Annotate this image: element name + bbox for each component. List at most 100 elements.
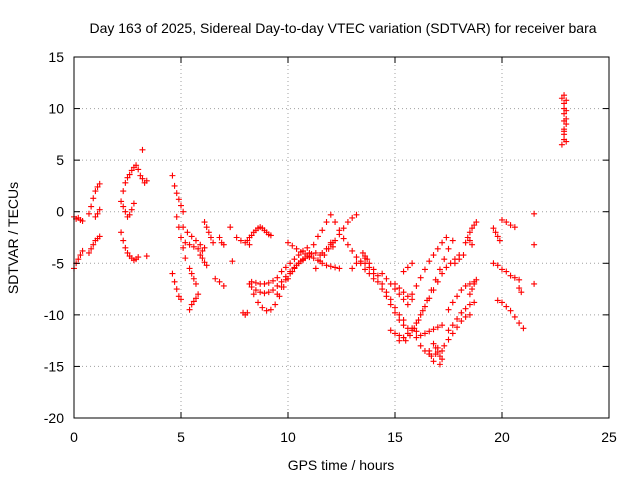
data-point — [439, 347, 446, 354]
data-point — [494, 233, 501, 240]
series-arc-ad — [278, 244, 311, 275]
series-arc-o — [182, 239, 206, 254]
series-arc-ar — [402, 237, 456, 344]
data-point — [128, 167, 135, 174]
y-tick-labels: -20 -15 -10 -5 0 5 10 15 — [44, 49, 64, 426]
data-point — [169, 172, 176, 179]
data-point — [387, 296, 394, 303]
data-point — [443, 234, 450, 241]
series-arc-t — [212, 275, 227, 289]
data-point — [135, 254, 142, 261]
data-point — [400, 334, 407, 341]
data-point — [406, 332, 413, 339]
series-arc-bk — [516, 285, 525, 296]
data-point — [507, 307, 514, 314]
data-point — [496, 237, 503, 244]
data-point — [188, 233, 195, 240]
data-point — [263, 307, 270, 314]
series-arc-k — [169, 172, 187, 215]
data-point — [454, 324, 461, 331]
data-point — [507, 272, 514, 279]
data-point — [458, 287, 465, 294]
chart-title: Day 163 of 2025, Sidereal Day-to-day VTE… — [89, 20, 596, 36]
data-point — [137, 172, 144, 179]
data-point — [274, 282, 281, 289]
data-point — [207, 234, 214, 241]
data-point — [306, 249, 313, 256]
data-point — [387, 327, 394, 334]
y-axis-title: SDTVAR / TECUs — [5, 182, 21, 294]
data-point — [126, 211, 133, 218]
data-point — [462, 305, 469, 312]
data-point — [216, 278, 223, 285]
data-point — [297, 248, 304, 255]
data-point — [124, 249, 131, 256]
data-point — [379, 280, 386, 287]
data-point — [507, 222, 514, 229]
data-point — [274, 274, 281, 281]
data-point — [520, 325, 527, 332]
data-point — [516, 276, 523, 283]
series-arc-ba — [445, 278, 478, 313]
data-point — [445, 306, 452, 313]
data-point — [344, 219, 351, 226]
data-point — [434, 348, 441, 355]
series-arc-ah — [319, 211, 360, 256]
data-point — [118, 198, 125, 205]
series-arc-j — [139, 146, 150, 260]
data-point — [449, 322, 456, 329]
data-point — [192, 237, 199, 244]
data-point — [173, 190, 180, 197]
data-point — [561, 128, 568, 135]
data-point — [248, 278, 255, 285]
series-arc-bg — [490, 260, 505, 273]
y-tick-label: -10 — [44, 307, 64, 323]
data-point — [392, 286, 398, 293]
data-point — [272, 301, 279, 308]
data-point — [289, 242, 296, 249]
data-point — [133, 162, 140, 169]
data-point — [199, 247, 206, 254]
data-point — [503, 303, 510, 310]
data-point — [220, 282, 227, 289]
x-tick-label: 10 — [280, 429, 296, 445]
data-point — [439, 356, 446, 363]
data-point — [184, 229, 191, 236]
data-point — [409, 260, 416, 267]
data-point — [383, 289, 390, 296]
data-point — [180, 208, 187, 215]
data-point — [417, 342, 424, 349]
data-point — [362, 266, 369, 273]
data-point — [201, 219, 208, 226]
data-point — [531, 210, 538, 217]
data-point — [458, 318, 465, 325]
data-point — [417, 332, 424, 339]
data-point — [293, 245, 300, 252]
data-point — [400, 317, 407, 324]
data-point — [332, 219, 339, 226]
data-point — [471, 222, 478, 229]
data-point — [561, 117, 568, 124]
data-point — [323, 262, 330, 269]
data-point — [178, 296, 184, 303]
data-point — [456, 256, 463, 263]
y-tick-label: 5 — [56, 152, 64, 168]
series-arc-bc — [462, 219, 480, 246]
data-point — [248, 284, 255, 291]
series-arc-bd — [466, 276, 480, 298]
data-point — [499, 216, 505, 223]
data-point — [396, 285, 403, 292]
series-arc-m — [169, 270, 184, 303]
data-point — [458, 309, 465, 316]
data-point — [259, 304, 266, 311]
data-point — [278, 278, 285, 285]
data-point — [364, 256, 371, 263]
data-point — [436, 266, 443, 273]
data-point — [130, 200, 137, 207]
data-point — [201, 244, 208, 251]
data-point — [122, 179, 129, 186]
data-point — [417, 311, 424, 318]
data-point — [287, 260, 294, 267]
data-point — [118, 229, 125, 236]
data-point — [353, 211, 360, 218]
